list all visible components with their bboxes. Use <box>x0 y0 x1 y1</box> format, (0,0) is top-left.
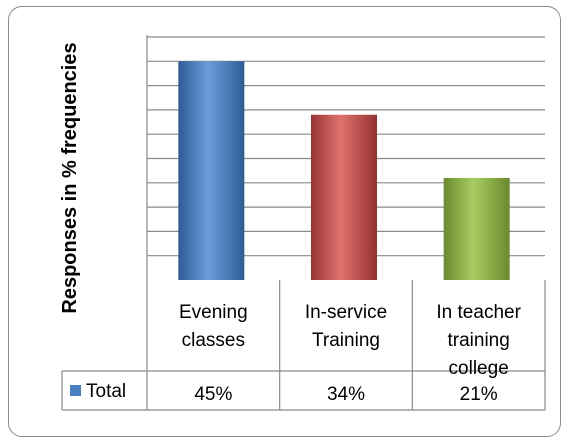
bar-2 <box>311 114 377 280</box>
category-label: In-service Training <box>305 302 387 351</box>
category-label-line: college <box>449 358 509 379</box>
bar-3 <box>443 177 510 280</box>
category-label: In teacher training college <box>436 302 521 379</box>
legend-key <box>70 385 81 396</box>
data-label: 34% <box>327 384 365 405</box>
category-label-line: In teacher <box>436 302 521 323</box>
category-label-line: Evening <box>179 302 248 323</box>
series-name: Total <box>86 381 126 402</box>
bars <box>178 61 510 280</box>
category-label-line: classes <box>182 330 245 351</box>
category-label-line: In-service <box>305 302 387 323</box>
y-axis-label: Responses in % frequencies <box>59 42 81 313</box>
data-table: Evening classes In-service Training In teach… <box>61 280 546 411</box>
data-label: 45% <box>194 384 232 405</box>
data-label: 21% <box>460 384 498 405</box>
category-label: Evening classes <box>179 302 248 351</box>
category-label-line: Training <box>312 330 380 351</box>
bar-1 <box>178 61 245 280</box>
category-label-line: training <box>448 330 510 351</box>
